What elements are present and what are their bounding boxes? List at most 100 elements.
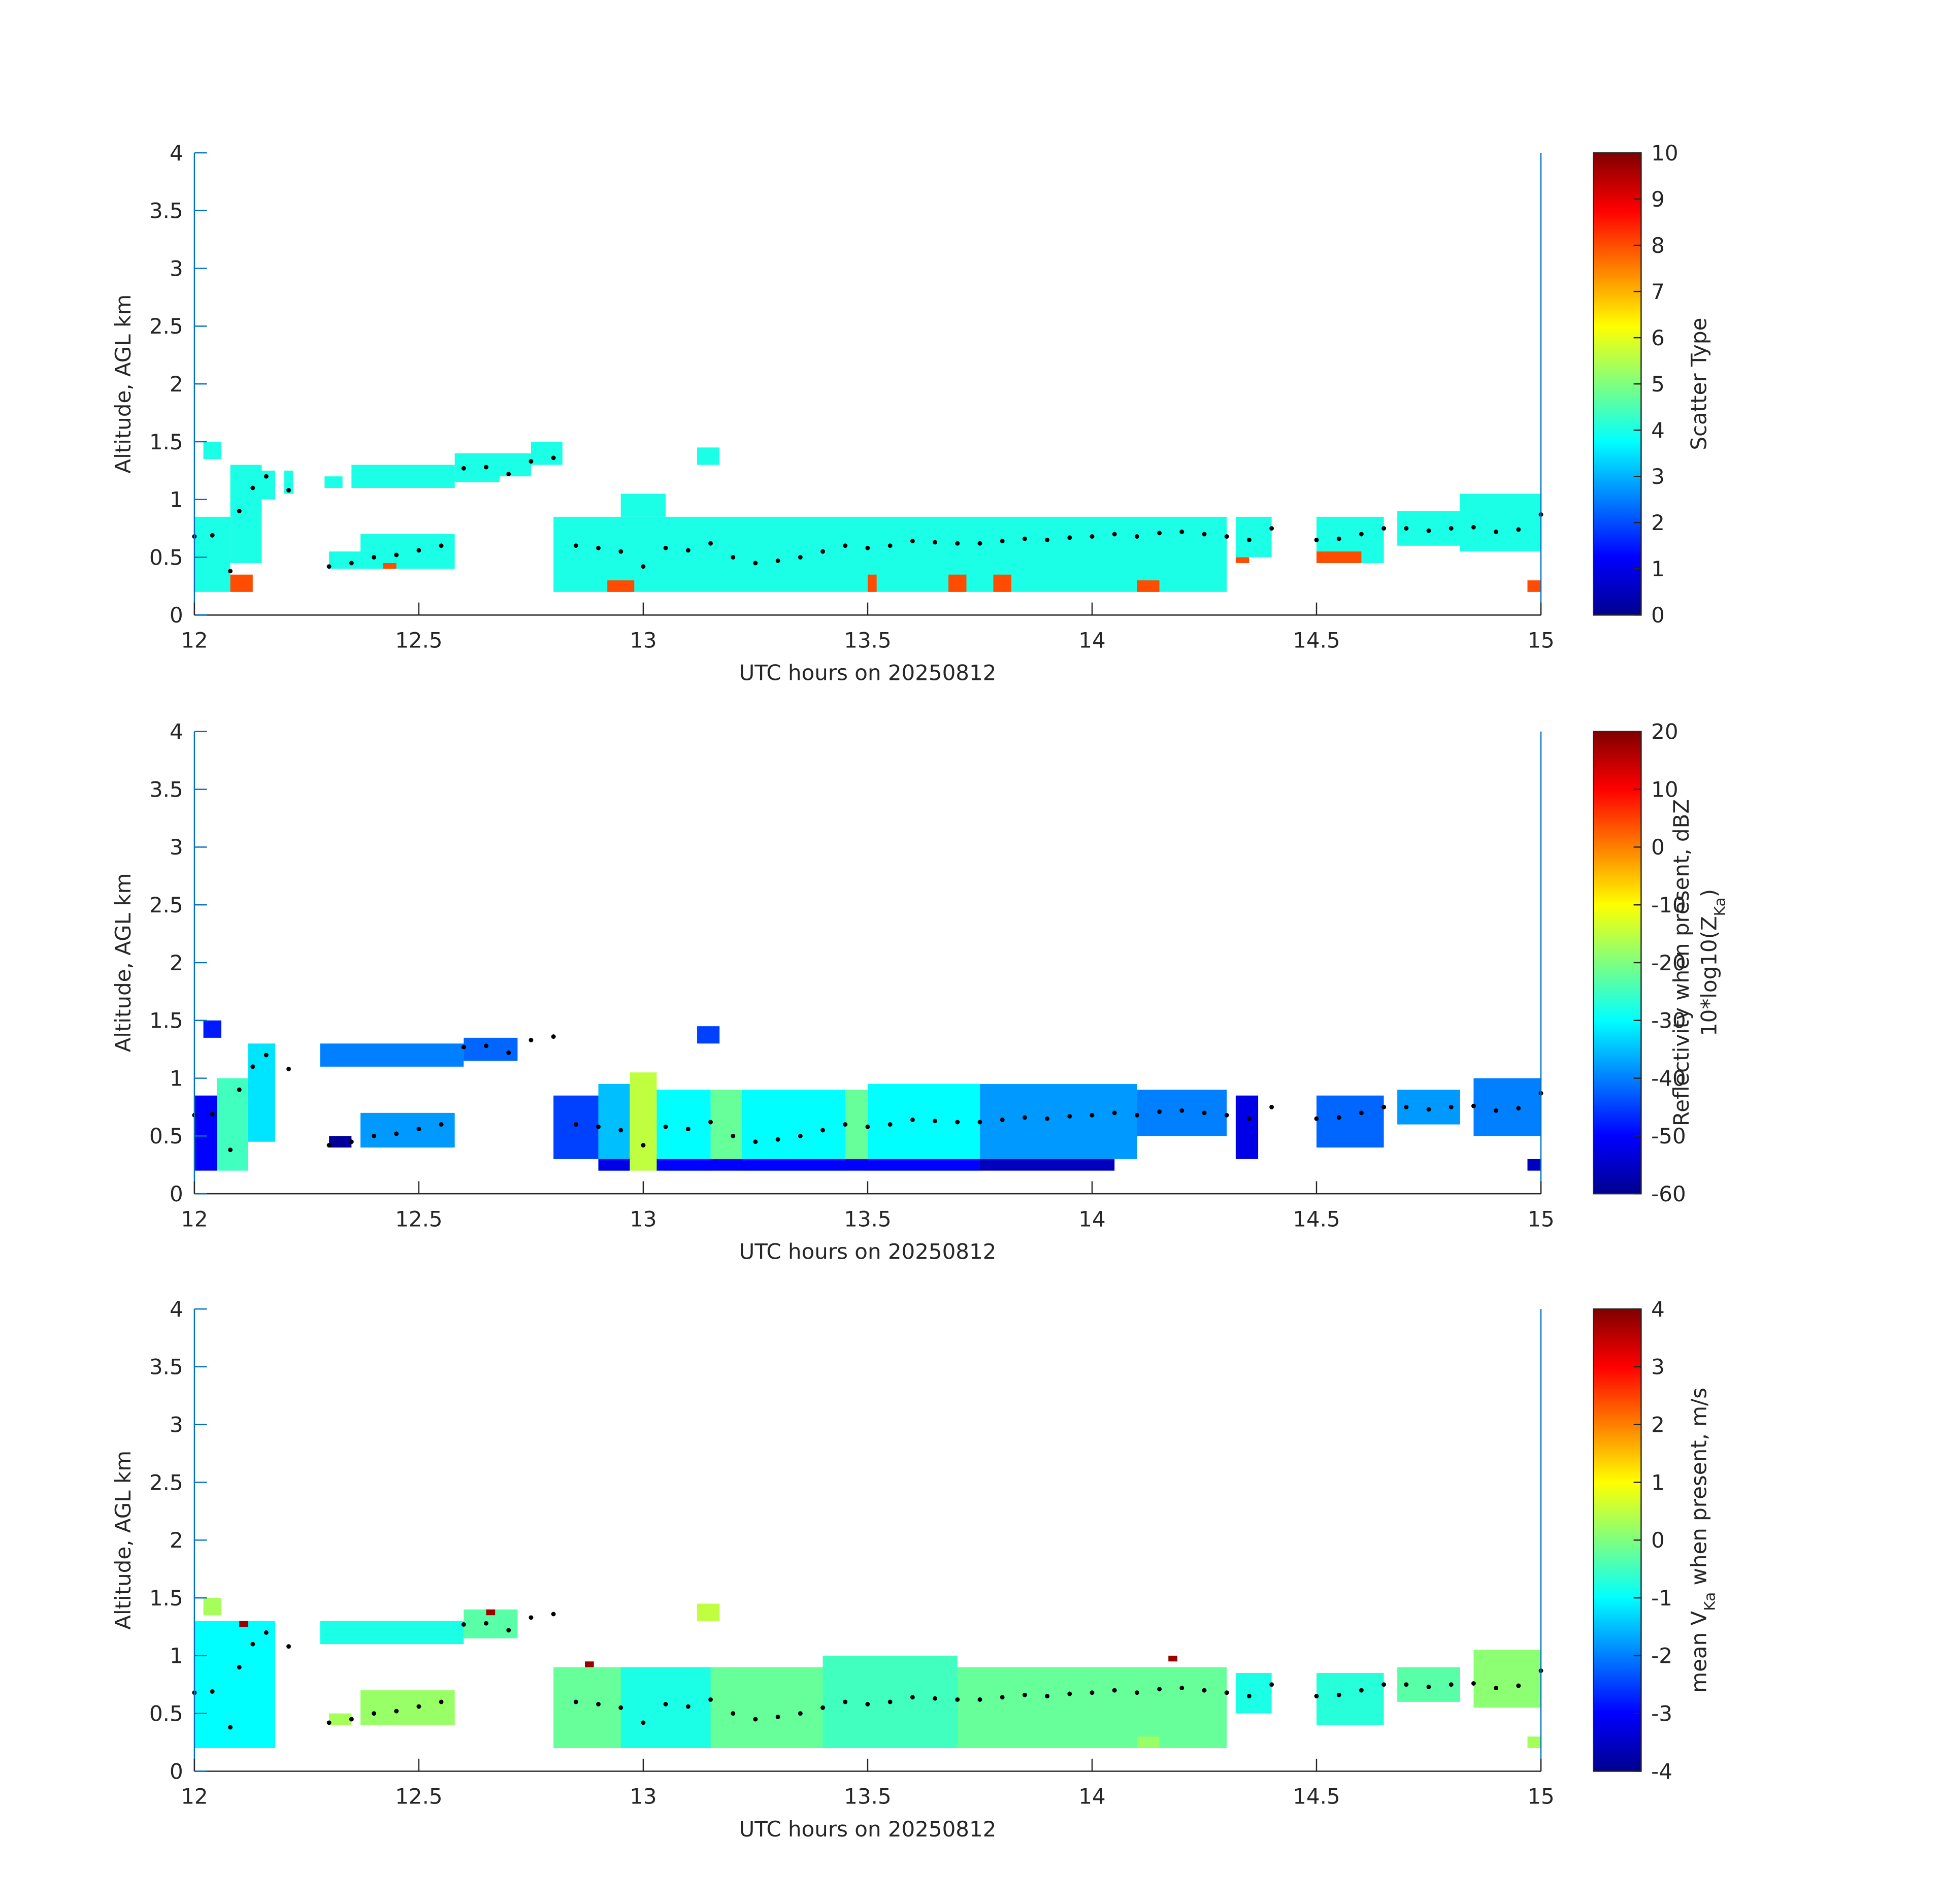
- point: [237, 509, 242, 513]
- cell: [203, 1020, 221, 1038]
- point: [416, 1127, 421, 1132]
- y-tick-label: 1.5: [149, 1008, 183, 1033]
- point: [461, 1044, 466, 1049]
- cell: [360, 534, 455, 569]
- point: [933, 1696, 938, 1701]
- point: [663, 1124, 668, 1129]
- point: [887, 543, 893, 548]
- colorbar-tick-label: 0: [1651, 835, 1665, 860]
- x-axis-label: UTC hours on 20250812: [739, 661, 997, 685]
- point: [416, 1704, 421, 1709]
- point: [663, 1702, 668, 1706]
- point: [596, 1124, 601, 1129]
- point: [439, 1122, 444, 1127]
- point: [573, 1122, 578, 1127]
- point: [1269, 1682, 1274, 1687]
- colorbar-tick-label: 4: [1651, 418, 1665, 443]
- point: [1202, 1688, 1207, 1693]
- colorbar-tick-label: 0: [1651, 1528, 1665, 1553]
- point: [843, 1699, 848, 1704]
- cell: [1235, 1673, 1272, 1714]
- colorbar-tick-label: 4: [1651, 1297, 1665, 1322]
- point: [798, 1711, 803, 1716]
- colorbar-tick-label: -30: [1651, 1008, 1686, 1033]
- cell: [1137, 1736, 1160, 1748]
- cell: [194, 516, 231, 592]
- x-tick-label: 14.5: [1293, 628, 1340, 652]
- point: [685, 548, 690, 553]
- cell: [464, 1037, 518, 1061]
- point: [933, 1119, 938, 1124]
- x-tick-label: 13: [630, 628, 656, 652]
- cell: [217, 1078, 248, 1171]
- point: [865, 1702, 870, 1706]
- cell: [867, 574, 877, 592]
- cell: [261, 470, 276, 500]
- point: [1022, 1115, 1027, 1120]
- point: [663, 545, 668, 550]
- point: [685, 1127, 690, 1132]
- point: [1224, 534, 1229, 539]
- colorbar-tick-label: -1: [1651, 1586, 1672, 1611]
- y-tick-label: 1: [170, 1066, 183, 1091]
- colorbar-tick-label: 7: [1651, 279, 1665, 304]
- label-part: ): [1696, 889, 1721, 897]
- point: [1269, 1105, 1274, 1109]
- point: [1134, 1112, 1139, 1118]
- cell: [320, 1621, 464, 1645]
- x-tick-label: 15: [1527, 628, 1554, 652]
- point: [1000, 1695, 1005, 1700]
- y-axis-label: Altitude, AGL km: [111, 873, 136, 1053]
- y-tick-label: 1.5: [149, 430, 183, 454]
- cell: [383, 563, 397, 569]
- colorbar-tick-label: -20: [1651, 950, 1686, 975]
- point: [349, 561, 354, 566]
- colorbar-label: Scatter Type: [1687, 318, 1711, 450]
- y-tick-label: 4: [170, 141, 183, 166]
- point: [1246, 537, 1252, 542]
- point: [349, 1139, 354, 1144]
- cell: [531, 441, 563, 465]
- cell: [553, 516, 1227, 592]
- point: [708, 1697, 713, 1702]
- cell: [230, 465, 262, 563]
- point: [1000, 539, 1005, 544]
- cell: [203, 1598, 221, 1616]
- x-axis-label: UTC hours on 20250812: [739, 1239, 997, 1264]
- point: [955, 1120, 960, 1125]
- point: [1090, 1690, 1095, 1695]
- cell: [845, 1090, 868, 1171]
- point: [753, 1139, 758, 1144]
- point: [1112, 1110, 1117, 1115]
- y-tick-label: 0.5: [149, 1124, 183, 1148]
- point: [1090, 534, 1095, 539]
- point: [210, 1111, 215, 1117]
- colorbar: [1593, 731, 1642, 1195]
- x-tick-label: 13.5: [844, 1206, 891, 1231]
- point: [326, 1143, 332, 1148]
- point: [1359, 1688, 1364, 1693]
- colorbar-tick-label: 2: [1651, 510, 1665, 535]
- point: [1246, 1116, 1252, 1121]
- point: [865, 545, 870, 550]
- point: [775, 1715, 780, 1719]
- y-tick-label: 2: [170, 1528, 183, 1553]
- point: [228, 1725, 233, 1730]
- point: [910, 539, 915, 544]
- point: [416, 548, 421, 553]
- point: [1179, 1686, 1184, 1691]
- y-tick-label: 3: [170, 256, 183, 281]
- x-tick-label: 12.5: [395, 1784, 442, 1809]
- point: [685, 1704, 690, 1709]
- point: [529, 1038, 534, 1042]
- point: [1336, 1115, 1341, 1120]
- point: [1471, 1681, 1476, 1686]
- point: [708, 1120, 713, 1125]
- cell: [742, 1090, 845, 1171]
- point: [228, 569, 233, 574]
- cell: [454, 453, 500, 482]
- colorbar-label: Reflectivity when present, dBZ: [1669, 799, 1694, 1126]
